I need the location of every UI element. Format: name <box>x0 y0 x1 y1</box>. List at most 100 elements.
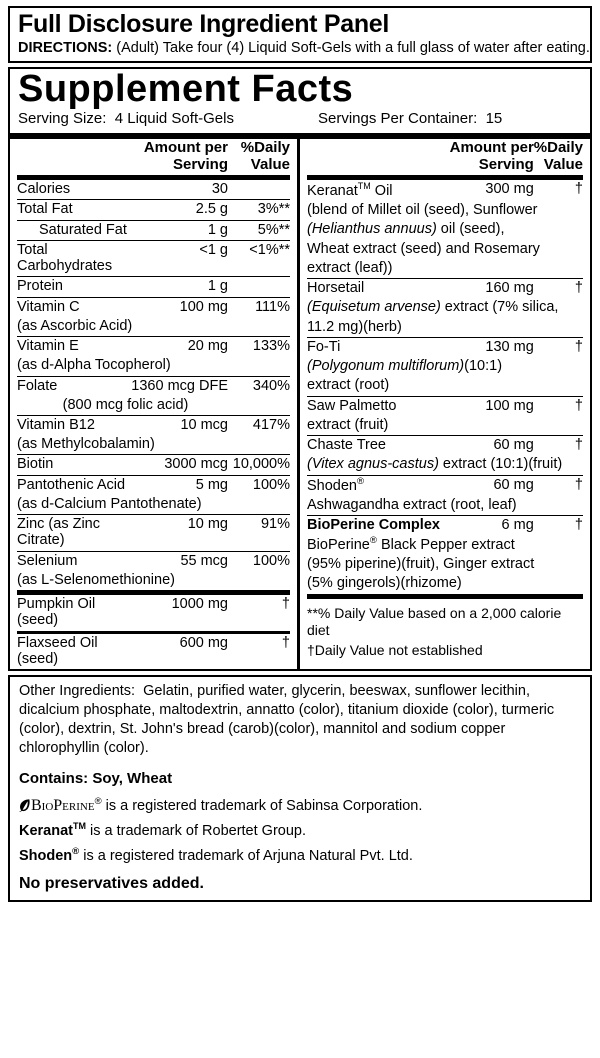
nutrient-daily-value: 417% <box>228 414 290 436</box>
nutrient-daily-value: <1%** <box>228 239 290 277</box>
ingredient-amount: 300 mg <box>445 175 534 202</box>
bioperine-wordmark: BioPerine <box>31 796 95 814</box>
table-row: Calories 30 <box>17 175 290 200</box>
nutrient-name: Pantothenic Acid <box>17 474 132 495</box>
ingredient-description-row: extract (leaf)) <box>307 259 583 279</box>
ingredient-description-row: Ashwagandha extract (root, leaf) <box>307 496 583 516</box>
left-blend-rows: Pumpkin Oil (seed) 1000 mg † Flaxseed Oil (… <box>17 590 290 670</box>
nutrient-name: Calories <box>17 175 132 200</box>
amount-header: Amount per Serving <box>143 139 228 173</box>
nutrient-name: Biotin <box>17 454 132 476</box>
other-ingredients-text: Gelatin, purified water, glycerin, beesw… <box>19 683 555 757</box>
other-ingredients: Other Ingredients: Gelatin, purified wat… <box>19 682 581 759</box>
ingredient-description-row: 11.2 mg)(herb) <box>307 318 583 338</box>
nutrient-daily-value: 111% <box>228 296 290 317</box>
nutrient-source-row: (as Methylcobalamin) <box>17 435 290 455</box>
ingredient-description-text: (Equisetum arvense) extract (7% silica, <box>307 299 559 316</box>
table-row: Pantothenic Acid 5 mg 100% <box>17 474 290 495</box>
daily-value-header: %Daily Value <box>240 139 290 173</box>
servings-per-container-value: 15 <box>485 110 503 128</box>
nutrient-name: Total Fat <box>17 199 132 221</box>
table-row: Total Fat 2.5 g 3%** <box>17 199 290 221</box>
nutrient-daily-value <box>228 175 290 200</box>
servings-per-container: Servings Per Container: 15 <box>318 110 582 128</box>
nutrition-table-right: Amount per Serving %Daily Value KeranatT… <box>307 139 583 602</box>
nutrient-name: Total Carbohydrates <box>17 239 132 277</box>
amount-header-right: Amount per Serving <box>449 139 534 173</box>
nutrient-source-text: (as Methylcobalamin) <box>17 436 155 453</box>
ingredient-description-row: BioPerine® Black Pepper extract <box>307 535 583 555</box>
nutrient-source-row: (as Ascorbic Acid) <box>17 317 290 337</box>
ingredient-name: Shoden® <box>307 474 446 496</box>
table-row: Protein 1 g <box>17 276 290 298</box>
pepper-leaf-icon <box>19 798 30 812</box>
other-ingredients-box: Other Ingredients: Gelatin, purified wat… <box>8 675 592 902</box>
nutrient-daily-value: 100% <box>228 474 290 495</box>
nutrient-daily-value: 100% <box>228 550 290 571</box>
table-row: Flaxseed Oil (seed) 600 mg † <box>17 630 290 670</box>
allergen-contains: Contains: Soy, Wheat <box>19 769 173 787</box>
nutrient-name: Vitamin C <box>17 296 132 317</box>
trademark-shoden: Shoden® is a registered trademark of Arj… <box>19 846 581 866</box>
trademark-keranat-text: is a trademark of Robertet Group. <box>85 823 306 840</box>
nutrient-source-text: (as L-Selenomethionine) <box>17 571 175 588</box>
left-nutrient-rows: Calories 30 Total Fat 2.5 g 3%** Saturated Fa… <box>17 175 290 593</box>
nutrition-column-right: Amount per Serving %Daily Value KeranatT… <box>300 139 590 669</box>
nutrient-source-text: (as Ascorbic Acid) <box>17 317 133 334</box>
ingredient-description-row: extract (fruit) <box>307 416 583 436</box>
nutrient-source-row: (as d-Calcium Pantothenate) <box>17 495 290 515</box>
nutrient-source-text: (as d-Alpha Tocopherol) <box>17 357 171 374</box>
ingredient-description-row: (Vitex agnus-castus) extract (10:1)(frui… <box>307 455 583 475</box>
ingredient-description-row: (95% piperine)(fruit), Ginger extract <box>307 555 583 574</box>
blend-amount: 1000 mg <box>131 590 228 633</box>
ingredient-description-text: (5% gingerols)(rhizome) <box>307 575 462 592</box>
nutrient-amount: <1 g <box>131 239 228 277</box>
nutrient-source-text: (as d-Calcium Pantothenate) <box>17 495 202 512</box>
ingredient-description-row: extract (root) <box>307 376 583 396</box>
nutrient-daily-value: 3%** <box>228 199 290 221</box>
nutrient-name: Vitamin B12 <box>17 414 132 436</box>
shoden-wordmark: Shoden <box>19 847 73 864</box>
nutrient-daily-value: 5%** <box>228 219 290 241</box>
blend-name: Pumpkin Oil (seed) <box>17 590 132 633</box>
registered-icon: ® <box>357 475 365 487</box>
ingredient-daily-value: † <box>533 278 583 299</box>
column-header-row: Amount per Serving %Daily Value <box>17 139 290 178</box>
ingredient-description-text: Wheat extract (seed) and Rosemary <box>307 240 540 257</box>
ingredient-name: Chaste Tree <box>307 435 446 456</box>
keranat-tm-icon: TM <box>73 821 86 832</box>
ingredient-description-text: BioPerine® Black Pepper extract <box>307 535 515 553</box>
nutrient-daily-value <box>228 276 290 298</box>
table-row: Biotin 3000 mcg 10,000% <box>17 454 290 476</box>
nutrient-amount: 2.5 g <box>131 199 228 221</box>
ingredient-amount: 130 mg <box>445 336 534 358</box>
ingredient-amount: 160 mg <box>445 278 534 299</box>
nutrient-amount: 5 mg <box>131 474 228 495</box>
ingredient-daily-value: † <box>533 175 583 202</box>
nutrient-source-row: (as d-Alpha Tocopherol) <box>17 356 290 376</box>
bioperine-registered-icon: ® <box>94 795 102 807</box>
nutrient-amount: 10 mcg <box>131 414 228 436</box>
other-ingredients-label: Other Ingredients: <box>19 683 136 700</box>
nutrient-amount: 30 <box>131 175 228 200</box>
nutrient-name: Protein <box>17 276 132 298</box>
ingredient-description-text: Ashwagandha extract (root, leaf) <box>307 496 517 513</box>
directions-label: DIRECTIONS: <box>18 39 113 56</box>
table-row: Fo-Ti 130 mg † <box>307 336 583 358</box>
trademark-shoden-text: is a registered trademark of Arjuna Natu… <box>79 847 413 864</box>
table-row: Zinc (as Zinc Citrate) 10 mg 91% <box>17 514 290 552</box>
table-row: Selenium 55 mcg 100% <box>17 550 290 571</box>
footnote: †Daily Value not established <box>307 641 483 658</box>
nutrient-amount: 1360 mcg DFE <box>131 375 228 396</box>
nutrient-amount: 55 mcg <box>131 550 228 571</box>
serving-size-value: 4 Liquid Soft-Gels <box>114 110 234 128</box>
table-row: Vitamin B12 10 mcg 417% <box>17 414 290 436</box>
nutrition-table-left: Amount per Serving %Daily Value Calories… <box>17 139 290 670</box>
right-ingredient-rows: KeranatTM Oil 300 mg † (blend of Millet oil… <box>307 175 583 602</box>
nutrient-name: Selenium <box>17 550 132 571</box>
trademark-bioperine: BioPerine® is a registered trademark of … <box>19 796 581 817</box>
directions-line: DIRECTIONS: (Adult) Take four (4) Liquid… <box>18 39 590 57</box>
nutrient-amount: 10 mg <box>131 514 228 552</box>
table-row: Pumpkin Oil (seed) 1000 mg † <box>17 590 290 633</box>
ingredient-description-text: extract (leaf)) <box>307 259 393 276</box>
